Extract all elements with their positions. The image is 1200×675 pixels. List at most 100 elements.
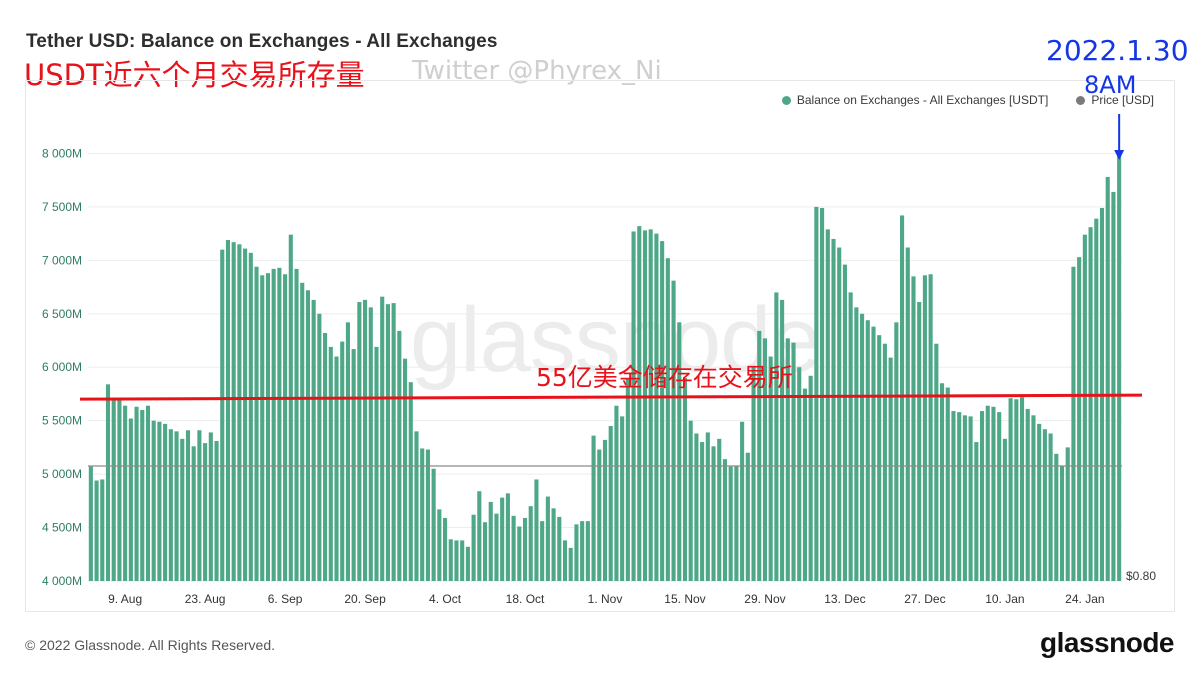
bar xyxy=(842,264,847,581)
bar xyxy=(1088,227,1093,581)
bar xyxy=(522,517,528,581)
bar xyxy=(734,465,739,581)
bar xyxy=(145,405,151,581)
bar xyxy=(762,338,768,581)
bar xyxy=(243,248,248,581)
bar xyxy=(180,438,185,581)
bar xyxy=(123,405,128,581)
bar xyxy=(1065,447,1070,581)
bar xyxy=(1077,257,1082,581)
bar xyxy=(1071,266,1076,581)
bar xyxy=(688,420,693,581)
bar xyxy=(128,418,133,581)
bar xyxy=(1048,433,1053,581)
x-tick-label: 10. Jan xyxy=(985,592,1024,606)
annotation-arrow-head xyxy=(1114,150,1125,160)
bar xyxy=(477,491,482,581)
bar xyxy=(797,367,802,581)
bar xyxy=(140,409,145,581)
bar xyxy=(1082,234,1087,581)
bar xyxy=(397,330,402,581)
bar xyxy=(437,509,442,581)
bar xyxy=(1037,423,1042,581)
bar xyxy=(962,415,967,581)
bar xyxy=(1094,218,1099,581)
bar xyxy=(894,322,899,581)
bar xyxy=(534,479,539,581)
bar xyxy=(294,268,299,581)
bar xyxy=(951,411,956,581)
bar xyxy=(911,276,916,581)
legend-dot-price xyxy=(1076,95,1086,105)
bar xyxy=(665,258,670,581)
bar xyxy=(117,398,122,581)
bar xyxy=(1111,191,1116,581)
bar xyxy=(248,252,253,581)
y-tick-label: 5 000M xyxy=(42,467,82,481)
x-tick-label: 23. Aug xyxy=(185,592,226,606)
bar xyxy=(1031,415,1036,581)
bar xyxy=(351,349,356,581)
x-tick-label: 15. Nov xyxy=(664,592,705,606)
bar xyxy=(214,440,219,581)
bar xyxy=(288,234,293,581)
bar xyxy=(934,343,939,581)
bar xyxy=(574,524,579,581)
bar xyxy=(345,322,350,581)
x-tick-label: 20. Sep xyxy=(344,592,386,606)
x-tick-label: 6. Sep xyxy=(268,592,303,606)
x-tick-label: 13. Dec xyxy=(824,592,865,606)
bar xyxy=(420,448,425,581)
bar xyxy=(585,521,590,581)
bar xyxy=(825,229,830,581)
bar xyxy=(545,496,550,581)
footer-logo: glassnode xyxy=(1040,627,1174,658)
bar xyxy=(368,307,373,581)
bar xyxy=(928,274,933,581)
x-tick-label: 29. Nov xyxy=(744,592,785,606)
bar xyxy=(602,439,608,581)
bar xyxy=(88,466,93,581)
bar xyxy=(877,335,882,581)
bar xyxy=(511,515,516,581)
bar xyxy=(317,313,322,581)
bar xyxy=(500,497,505,581)
bar xyxy=(220,249,225,581)
bar xyxy=(917,302,922,581)
bar xyxy=(837,247,842,582)
bar xyxy=(717,438,722,581)
y-tick-label: 7 500M xyxy=(42,200,82,214)
bar xyxy=(1105,176,1110,581)
bar xyxy=(471,514,476,581)
bar xyxy=(111,398,116,581)
bar xyxy=(334,356,339,581)
bar xyxy=(340,341,345,581)
bar xyxy=(888,357,893,581)
bar xyxy=(905,247,910,582)
reference-line-label: 55亿美金储存在交易所 xyxy=(536,363,793,392)
bar xyxy=(134,406,139,581)
chart-legend: Balance on Exchanges - All Exchanges [US… xyxy=(781,93,1154,107)
bar xyxy=(311,299,316,581)
legend-item-price[interactable]: Price [USD] xyxy=(1076,93,1154,107)
bar xyxy=(157,421,162,581)
bar xyxy=(357,302,362,581)
bar xyxy=(254,266,259,581)
x-tick-label: 1. Nov xyxy=(588,592,623,606)
legend-item-balance[interactable]: Balance on Exchanges - All Exchanges [US… xyxy=(781,93,1048,107)
bar xyxy=(991,406,996,581)
bar xyxy=(957,412,962,581)
bar xyxy=(323,333,328,581)
bar xyxy=(922,275,927,581)
bar xyxy=(785,338,790,581)
bar xyxy=(820,207,825,582)
bar xyxy=(551,508,556,581)
bar xyxy=(174,431,179,581)
y-tick-label: 8 000M xyxy=(42,146,82,160)
bar xyxy=(442,517,448,581)
bar xyxy=(191,446,196,581)
bar xyxy=(448,539,453,581)
bar xyxy=(757,330,762,581)
bar xyxy=(414,431,419,581)
bar xyxy=(94,480,99,581)
